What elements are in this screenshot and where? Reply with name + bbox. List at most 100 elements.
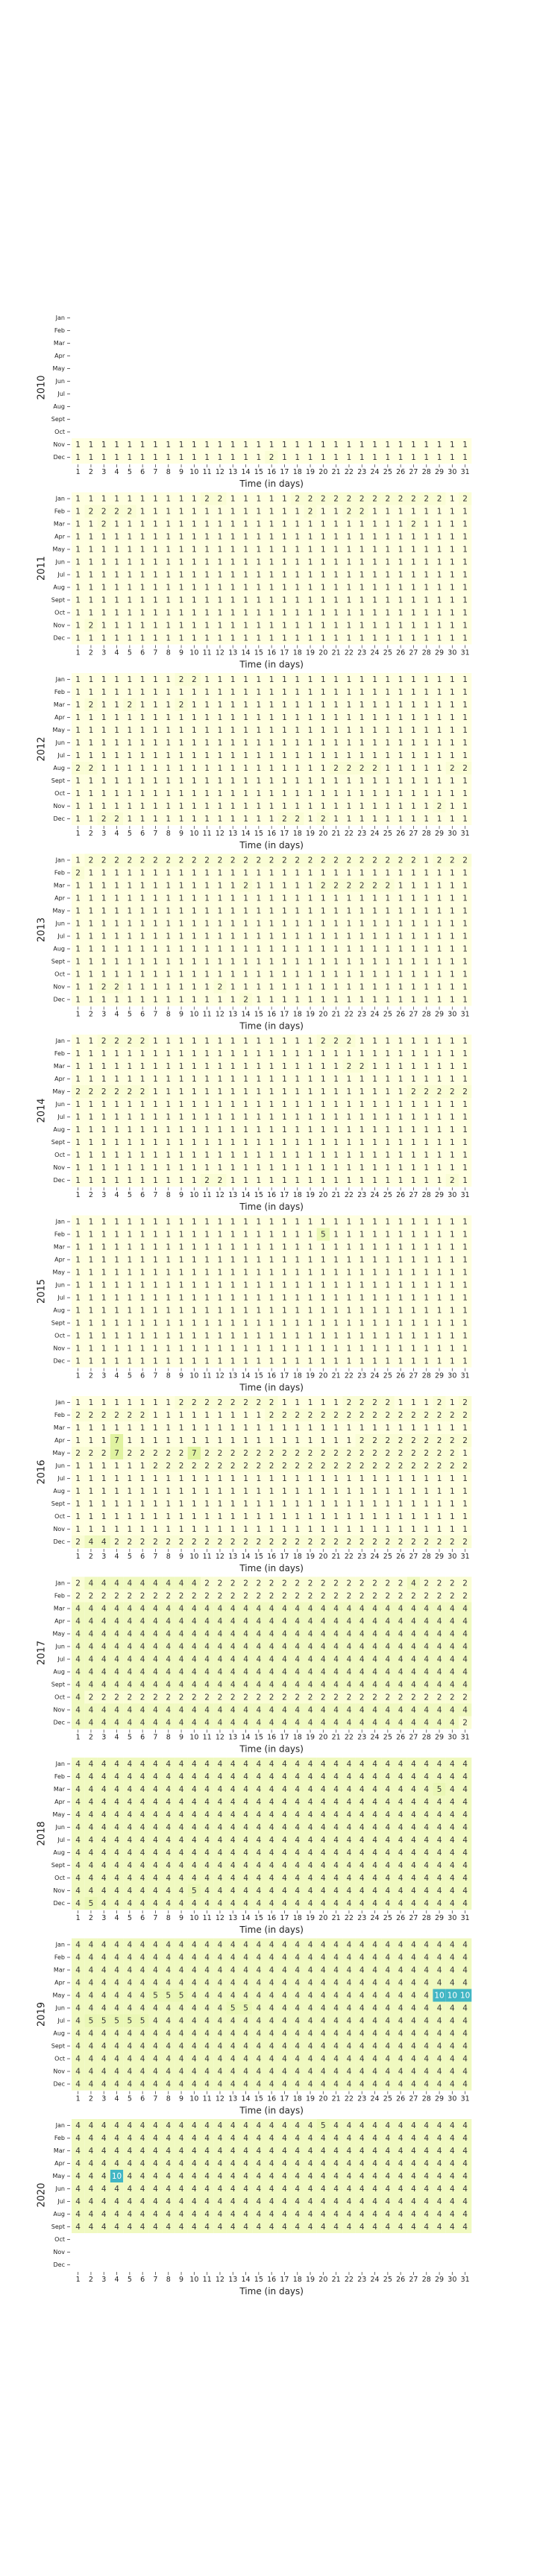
heatmap-cell [201, 492, 214, 505]
cell-value-label: 1 [359, 1256, 365, 1265]
cell-value-label: 1 [269, 1307, 274, 1316]
cell-value-label: 1 [218, 1269, 223, 1278]
heatmap-cell [84, 530, 98, 543]
cell-value-label: 1 [398, 1231, 403, 1240]
cell-value-label: 1 [75, 894, 81, 903]
heatmap-cell [72, 619, 85, 632]
cell-value-label: 1 [192, 894, 197, 903]
heatmap-cell [304, 517, 317, 531]
cell-value-label: 1 [179, 533, 184, 542]
cell-value-label: 1 [218, 533, 223, 542]
month-tick-label: Aug [53, 1126, 65, 1133]
cell-value-label: 2 [321, 856, 326, 865]
cell-value-label: 1 [192, 520, 197, 529]
cell-value-label: 1 [437, 882, 442, 891]
cell-value-label: 1 [243, 789, 248, 798]
day-tick-label: 2 [89, 468, 93, 476]
cell-value-label: 1 [166, 1049, 171, 1058]
cell-value-label: 1 [257, 1345, 262, 1354]
cell-value-label: 1 [179, 596, 184, 605]
heatmap-cell [355, 555, 368, 569]
cell-value-label: 1 [333, 1332, 339, 1341]
cell-value-label: 1 [398, 1487, 403, 1496]
day-tick-label: 24 [371, 1191, 380, 1199]
heatmap-cell [72, 530, 85, 543]
heatmap-cell [459, 517, 472, 531]
cell-value-label: 1 [101, 1269, 107, 1278]
cell-value-label: 1 [359, 789, 365, 798]
cell-value-label: 1 [89, 894, 94, 903]
day-tick-label: 23 [357, 468, 366, 476]
cell-value-label: 1 [114, 1126, 119, 1134]
cell-value-label: 1 [204, 634, 210, 643]
cell-value-label: 1 [321, 1075, 326, 1084]
cell-value-label: 1 [128, 970, 133, 979]
cell-value-label: 1 [269, 1332, 274, 1341]
cell-value-label: 1 [359, 739, 365, 748]
cell-value-label: 1 [114, 1294, 119, 1303]
cell-value-label: 2 [437, 1436, 442, 1445]
cell-value-label: 2 [359, 1411, 365, 1420]
cell-value-label: 2 [153, 856, 158, 865]
cell-value-label: 1 [101, 1256, 107, 1265]
cell-value-label: 2 [257, 1449, 262, 1458]
cell-value-label: 1 [75, 1424, 81, 1433]
cell-value-label: 1 [462, 815, 468, 824]
cell-value-label: 1 [269, 983, 274, 992]
year-label: 2013 [37, 918, 48, 942]
cell-value-label: 1 [101, 1294, 107, 1303]
cell-value-label: 2 [359, 882, 365, 891]
cell-value-label: 1 [398, 584, 403, 593]
day-tick-label: 11 [203, 1372, 212, 1380]
cell-value-label: 1 [450, 675, 455, 684]
cell-value-label: 1 [89, 932, 94, 941]
day-tick-label: 4 [115, 468, 119, 476]
cell-value-label: 2 [179, 701, 184, 710]
month-tick-label: Mar [54, 883, 66, 889]
cell-value-label: 1 [192, 802, 197, 811]
day-tick-label: 11 [203, 649, 212, 657]
day-tick-label: 11 [203, 1011, 212, 1019]
cell-value-label: 2 [218, 856, 223, 865]
cell-value-label: 1 [372, 932, 377, 941]
month-tick-label: Aug [53, 403, 65, 410]
cell-value-label: 1 [347, 1307, 352, 1316]
heatmap-cell [213, 492, 227, 505]
cell-value-label: 1 [243, 584, 248, 593]
day-tick-label: 28 [422, 649, 431, 657]
cell-value-label: 1 [114, 1164, 119, 1172]
cell-value-label: 1 [257, 802, 262, 811]
cell-value-label: 1 [282, 558, 287, 567]
heatmap-cell [394, 451, 407, 464]
cell-value-label: 1 [462, 1345, 468, 1354]
cell-value-label: 1 [372, 1164, 377, 1172]
cell-value-label: 1 [386, 1087, 391, 1096]
day-tick-label: 20 [318, 1011, 327, 1019]
cell-value-label: 1 [411, 1307, 416, 1316]
cell-value-label: 1 [424, 675, 429, 684]
cell-value-label: 1 [257, 634, 262, 643]
cell-value-label: 1 [359, 441, 365, 449]
cell-value-label: 1 [372, 726, 377, 735]
cell-value-label: 1 [462, 508, 468, 517]
heatmap-cell [84, 606, 98, 619]
cell-value-label: 1 [437, 622, 442, 631]
cell-value-label: 1 [269, 495, 274, 504]
cell-value-label: 1 [114, 609, 119, 618]
cell-value-label: 1 [347, 609, 352, 618]
cell-value-label: 2 [424, 495, 429, 504]
cell-value-label: 1 [192, 634, 197, 643]
cell-value-label: 1 [333, 739, 339, 748]
cell-value-label: 1 [282, 1218, 287, 1227]
cell-value-label: 1 [411, 970, 416, 979]
heatmap-cell [381, 581, 395, 594]
cell-value-label: 1 [114, 1256, 119, 1265]
cell-value-label: 1 [359, 1243, 365, 1252]
cell-value-label: 1 [386, 1138, 391, 1147]
cell-value-label: 1 [114, 1398, 119, 1407]
day-tick-label: 7 [153, 1011, 157, 1019]
heatmap-cell [252, 593, 266, 607]
cell-value-label: 1 [257, 1218, 262, 1227]
cell-value-label: 1 [372, 1500, 377, 1509]
cell-value-label: 1 [424, 520, 429, 529]
